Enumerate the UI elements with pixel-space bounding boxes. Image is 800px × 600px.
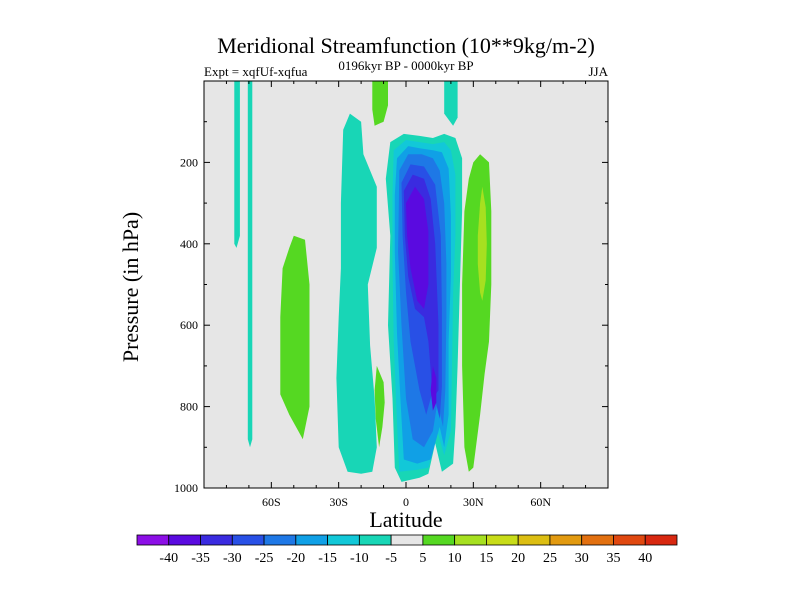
colorbar-swatch [517, 534, 551, 546]
colorbar-swatch [613, 534, 646, 546]
x-tick-label: 60N [530, 495, 551, 509]
colorbar-swatch [295, 534, 328, 546]
colorbar-label: 10 [448, 551, 462, 566]
colorbar-swatch [486, 534, 519, 546]
y-tick-label: 600 [180, 318, 198, 332]
colorbar-swatch [549, 534, 583, 546]
contour-region-level-minus35-lower [430, 365, 437, 411]
axis-ticks: 60S 30S 0 30N 60N 200 400 600 800 1000 [174, 81, 608, 509]
colorbar-swatch [136, 534, 170, 546]
contour-region-green-blob-50S [280, 235, 310, 440]
contour-region-cyan-top-strip-20N [444, 81, 458, 126]
colorbar-swatch [327, 534, 360, 546]
x-tick-label: 0 [403, 495, 409, 509]
contour-region-cyan-band-25S [336, 113, 377, 474]
x-axis-label: Latitude [369, 507, 442, 532]
colorbar-swatch [263, 534, 297, 546]
colorbar-swatch [200, 534, 233, 546]
season-label: JJA [588, 64, 608, 79]
colorbar-swatch [168, 534, 201, 546]
x-tick-label: 60S [262, 495, 281, 509]
colorbar-swatch [422, 534, 456, 546]
colorbar-label: 30 [575, 551, 589, 566]
y-tick-label: 400 [180, 237, 198, 251]
colorbar-label: 25 [543, 551, 557, 566]
contour-region-green-top-15S [372, 81, 388, 126]
colorbar: -40 -35 -30 -25 -20 -15 -10 -5 5 10 15 20 25 30 35 40 [136, 534, 678, 566]
colorbar-swatch [390, 534, 424, 546]
y-tick-label: 1000 [174, 481, 198, 495]
colorbar-label: -20 [286, 551, 305, 566]
contour-region-cyan-strip-60S-high [234, 81, 240, 248]
x-tick-label: 30S [329, 495, 348, 509]
colorbar-label: -35 [191, 551, 210, 566]
colorbar-label: 20 [511, 551, 525, 566]
colorbar-swatch [581, 534, 614, 546]
chart-title: Meridional Streamfunction (10**9kg/m-2) [217, 33, 595, 58]
contour-region-level-minus35 [406, 186, 429, 309]
y-tick-label: 800 [180, 400, 198, 414]
colorbar-label: 40 [638, 551, 652, 566]
colorbar-label: -15 [318, 551, 337, 566]
colorbar-label: -5 [385, 551, 397, 566]
colorbar-label: -10 [350, 551, 369, 566]
y-tick-label: 200 [180, 155, 198, 169]
colorbar-label: 5 [419, 551, 426, 566]
contour-region-cyan-strip-60S-full [247, 81, 253, 448]
colorbar-label: 35 [606, 551, 620, 566]
colorbar-swatch [358, 534, 392, 546]
period-label: 0196kyr BP - 0000kyr BP [338, 58, 473, 73]
colorbar-swatch [231, 534, 265, 546]
colorbar-label: -40 [159, 551, 178, 566]
contour-region-yellow-green-right [477, 186, 487, 301]
contour-region-green-sliver-15S [374, 365, 385, 448]
x-tick-label: 30N [463, 495, 484, 509]
contour-fills [234, 81, 492, 482]
colorbar-label: -25 [255, 551, 274, 566]
colorbar-swatch [644, 534, 678, 546]
experiment-label: Expt = xqfUf-xqfua [204, 64, 308, 79]
y-axis-label: Pressure (in hPa) [118, 212, 143, 362]
colorbar-label: -30 [223, 551, 242, 566]
colorbar-label: 15 [479, 551, 493, 566]
colorbar-swatch [454, 534, 487, 546]
